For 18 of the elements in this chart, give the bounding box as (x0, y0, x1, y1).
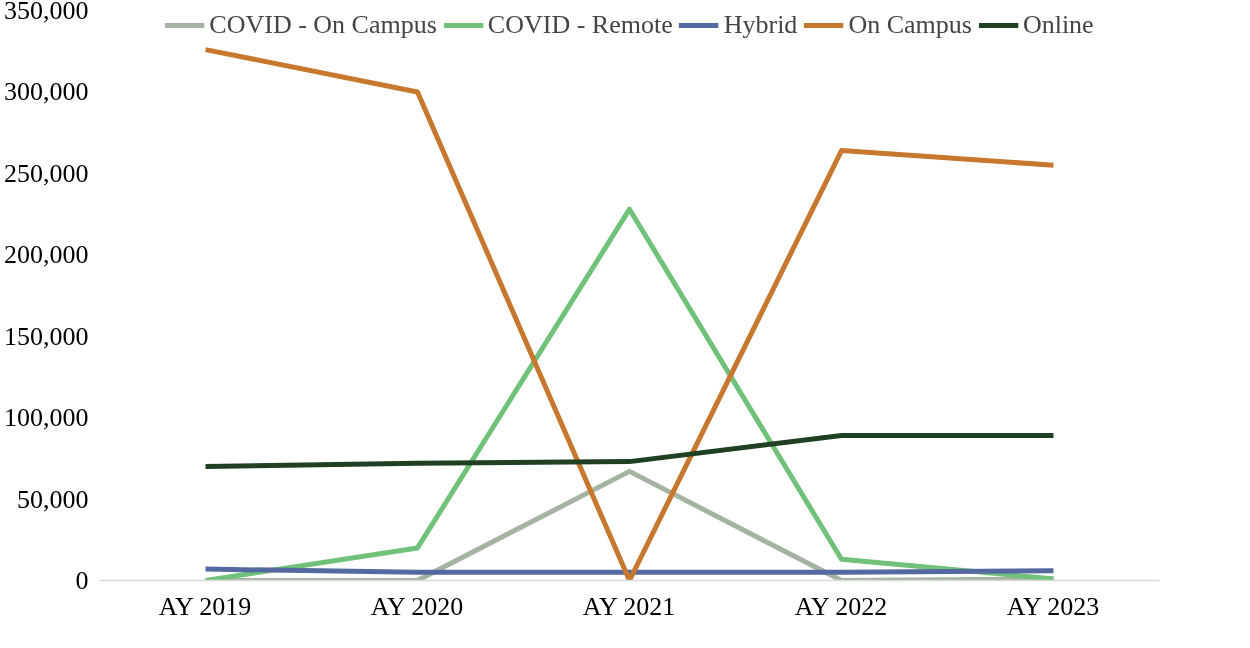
y-tick-label: 100,000 (4, 403, 89, 433)
y-tick-label: 300,000 (4, 77, 89, 107)
y-tick-label: 150,000 (4, 321, 89, 351)
y-tick-label: 50,000 (17, 484, 89, 514)
legend-label: Hybrid (723, 10, 798, 40)
x-tick-label: AY 2020 (370, 591, 464, 621)
x-tick-label: AY 2021 (582, 591, 676, 621)
x-tick-label: AY 2022 (794, 591, 888, 621)
legend-label: COVID - On Campus (209, 10, 437, 40)
y-tick-label: 0 (75, 566, 89, 595)
x-tick-label: AY 2019 (158, 591, 252, 621)
y-tick-label: 250,000 (4, 158, 89, 188)
legend-label: Online (1022, 10, 1094, 40)
y-tick-label: 200,000 (4, 240, 89, 270)
y-tick-label: 350,000 (4, 0, 89, 25)
x-tick-label: AY 2023 (1006, 591, 1100, 621)
legend-label: COVID - Remote (487, 10, 673, 40)
legend-label: On Campus (848, 10, 972, 40)
